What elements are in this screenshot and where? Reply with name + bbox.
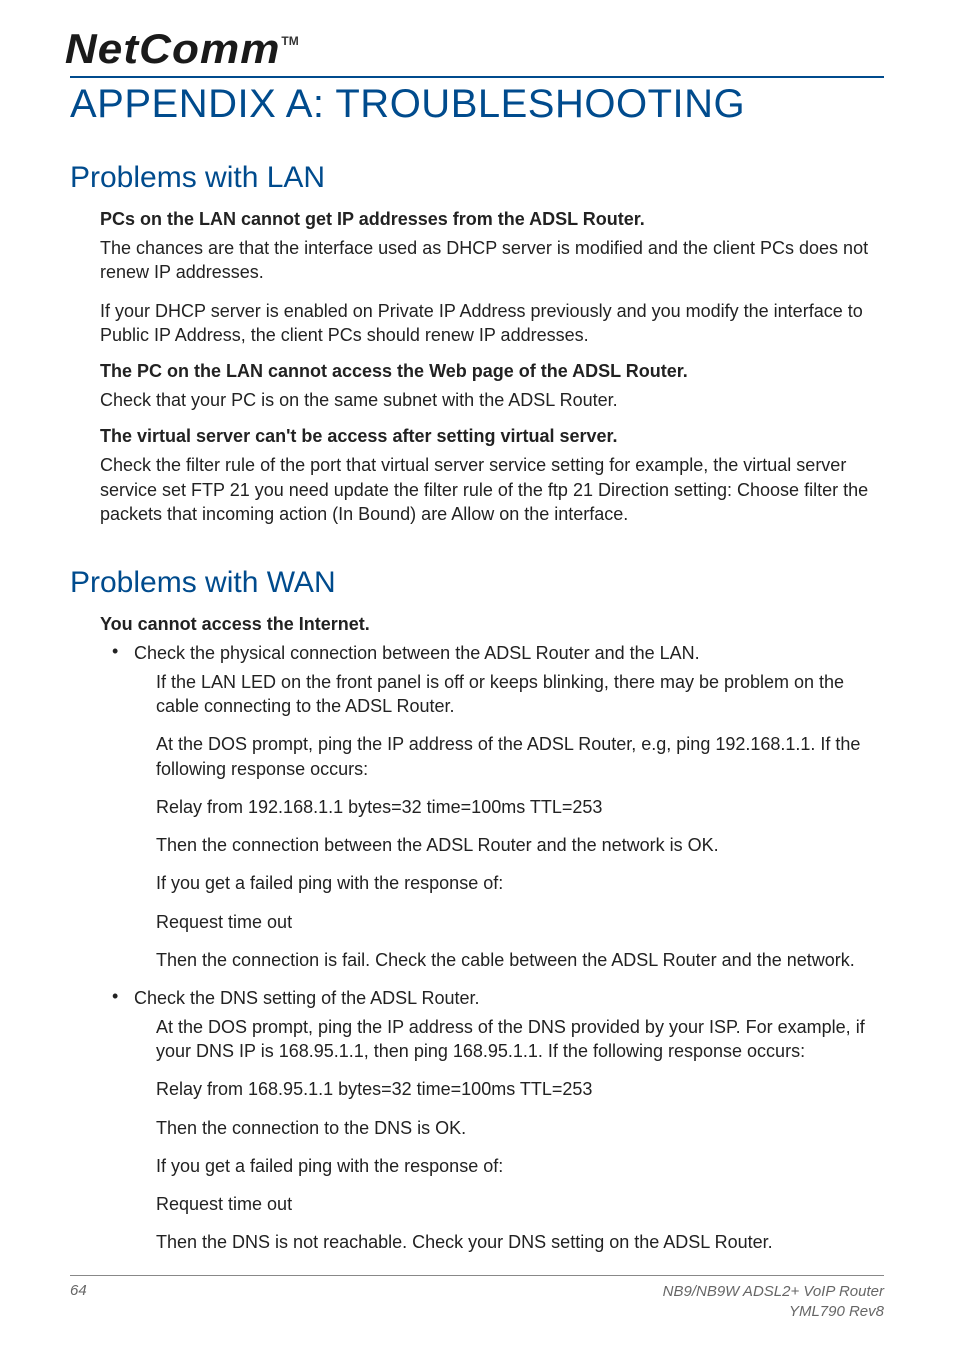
bullet-item: • Check the DNS setting of the ADSL Rout… xyxy=(112,986,884,1010)
subheading: PCs on the LAN cannot get IP addresses f… xyxy=(100,209,884,230)
section-heading-wan: Problems with WAN xyxy=(70,566,884,600)
section-heading-lan: Problems with LAN xyxy=(70,161,884,195)
page-footer: 64 NB9/NB9W ADSL2+ VoIP Router YML790 Re… xyxy=(70,1275,884,1323)
section-gap xyxy=(70,540,884,566)
sub-paragraph: Then the connection to the DNS is OK. xyxy=(156,1116,884,1140)
paragraph: Check that your PC is on the same subnet… xyxy=(100,388,884,412)
bullet-lead: Check the physical connection between th… xyxy=(134,641,700,665)
sub-paragraph: Relay from 192.168.1.1 bytes=32 time=100… xyxy=(156,795,884,819)
sub-paragraph: Relay from 168.95.1.1 bytes=32 time=100m… xyxy=(156,1077,884,1101)
trademark-symbol: TM xyxy=(281,34,298,48)
sub-paragraph: At the DOS prompt, ping the IP address o… xyxy=(156,732,884,781)
paragraph: The chances are that the interface used … xyxy=(100,236,884,285)
sub-paragraph: Then the connection is fail. Check the c… xyxy=(156,948,884,972)
page-number: 64 xyxy=(70,1282,87,1299)
paragraph: Check the filter rule of the port that v… xyxy=(100,453,884,526)
footer-product: NB9/NB9W ADSL2+ VoIP Router xyxy=(663,1282,884,1302)
brand-logo: NetComm xyxy=(65,28,281,70)
sub-paragraph: If the LAN LED on the front panel is off… xyxy=(156,670,884,719)
sub-paragraph: Then the connection between the ADSL Rou… xyxy=(156,833,884,857)
bullet-icon: • xyxy=(112,986,134,1010)
sub-paragraph: If you get a failed ping with the respon… xyxy=(156,871,884,895)
bullet-icon: • xyxy=(112,641,134,665)
sub-paragraph: If you get a failed ping with the respon… xyxy=(156,1154,884,1178)
subheading: The virtual server can't be access after… xyxy=(100,426,884,447)
document-page: NetComm TM APPENDIX A: TROUBLESHOOTING P… xyxy=(0,0,954,1354)
subheading: You cannot access the Internet. xyxy=(100,614,884,635)
subheading: The PC on the LAN cannot access the Web … xyxy=(100,361,884,382)
bullet-item: • Check the physical connection between … xyxy=(112,641,884,665)
page-title: APPENDIX A: TROUBLESHOOTING xyxy=(70,82,884,127)
header-rule xyxy=(70,76,884,78)
sub-paragraph: Request time out xyxy=(156,1192,884,1216)
sub-paragraph: At the DOS prompt, ping the IP address o… xyxy=(156,1015,884,1064)
footer-right: NB9/NB9W ADSL2+ VoIP Router YML790 Rev8 xyxy=(663,1282,884,1323)
sub-paragraph: Then the DNS is not reachable. Check you… xyxy=(156,1230,884,1254)
paragraph: If your DHCP server is enabled on Privat… xyxy=(100,299,884,348)
brand-logo-row: NetComm TM xyxy=(70,28,884,70)
sub-paragraph: Request time out xyxy=(156,910,884,934)
bullet-lead: Check the DNS setting of the ADSL Router… xyxy=(134,986,480,1010)
footer-docrev: YML790 Rev8 xyxy=(663,1302,884,1322)
